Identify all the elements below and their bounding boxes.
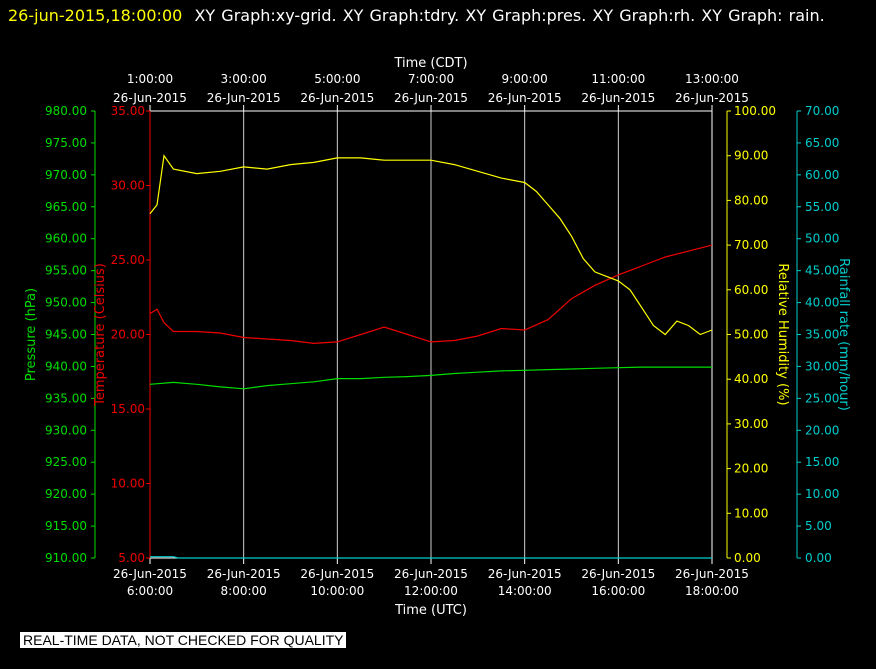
rain-tick-label: 15.00	[805, 455, 839, 469]
chart-axes: 26-Jun-2015 6:00:00 1:00:00 26-Jun-2015 26-J…	[24, 72, 851, 598]
rain-tick-label: 0.00	[805, 551, 832, 565]
top-tick-date: 26-Jun-2015	[113, 91, 187, 105]
top-tick-time: 11:00:00	[591, 72, 645, 86]
top-tick-time: 7:00:00	[408, 72, 454, 86]
rain-tick-label: 50.00	[805, 232, 839, 246]
pres-tick-label: 930.00	[45, 423, 87, 437]
x-tick-date: 26-Jun-2015	[488, 567, 562, 581]
tdry-tick-label: 20.00	[111, 328, 145, 342]
rh-tick-label: 0.00	[734, 551, 761, 565]
pres-tick-label: 970.00	[45, 168, 87, 182]
tdry-tick-label: 30.00	[111, 179, 145, 193]
top-tick-date: 26-Jun-2015	[581, 91, 655, 105]
pres-tick-label: 960.00	[45, 232, 87, 246]
x-tick-time: 16:00:00	[591, 584, 645, 598]
rh-tick-label: 10.00	[734, 506, 768, 520]
rh-tick-label: 70.00	[734, 238, 768, 252]
top-tick-date: 26-Jun-2015	[207, 91, 281, 105]
rain-tick-label: 5.00	[805, 519, 832, 533]
tdry-tick-label: 25.00	[111, 253, 145, 267]
pres-tick-label: 940.00	[45, 359, 87, 373]
x-tick-date: 26-Jun-2015	[394, 567, 468, 581]
rain-tick-label: 30.00	[805, 359, 839, 373]
pres-tick-label: 910.00	[45, 551, 87, 565]
top-tick-date: 26-Jun-2015	[488, 91, 562, 105]
x-tick-date: 26-Jun-2015	[300, 567, 374, 581]
rain-tick-label: 20.00	[805, 423, 839, 437]
x-tick-time: 10:00:00	[310, 584, 364, 598]
x-tick-time: 6:00:00	[127, 584, 173, 598]
rh-tick-label: 80.00	[734, 193, 768, 207]
pres-tick-label: 955.00	[45, 264, 87, 278]
rain-tick-label: 65.00	[805, 136, 839, 150]
top-tick-time: 13:00:00	[685, 72, 739, 86]
x-tick-time: 14:00:00	[498, 584, 552, 598]
rh-tick-label: 60.00	[734, 283, 768, 297]
rh-tick-label: 50.00	[734, 328, 768, 342]
rain-tick-label: 45.00	[805, 264, 839, 278]
pres-tick-label: 935.00	[45, 391, 87, 405]
pres-tick-label: 915.00	[45, 519, 87, 533]
x-tick-date: 26-Jun-2015	[675, 567, 749, 581]
rain-tick-label: 35.00	[805, 328, 839, 342]
rain-tick-label: 70.00	[805, 104, 839, 118]
chart-grid	[243, 111, 619, 558]
pres-series-line	[149, 366, 712, 390]
x-tick-time: 18:00:00	[685, 584, 739, 598]
x-tick-date: 26-Jun-2015	[581, 567, 655, 581]
rain-tick-label: 60.00	[805, 168, 839, 182]
chart-series	[149, 154, 713, 559]
x-tick-date: 26-Jun-2015	[207, 567, 281, 581]
rain-tick-label: 10.00	[805, 487, 839, 501]
tdry-tick-label: 5.00	[118, 551, 145, 565]
tdry-tick-label: 10.00	[111, 477, 145, 491]
pres-tick-label: 980.00	[45, 104, 87, 118]
rh-axis-title: Relative Humidity (%)	[775, 263, 790, 405]
rain-tick-label: 25.00	[805, 391, 839, 405]
pres-tick-label: 965.00	[45, 200, 87, 214]
graph-list: XY Graph:xy-grid. XY Graph:tdry. XY Grap…	[194, 6, 825, 25]
pres-tick-label: 920.00	[45, 487, 87, 501]
rain-tick-label: 55.00	[805, 200, 839, 214]
timestamp: 26-jun-2015,18:00:00	[8, 6, 183, 25]
top-tick-date: 26-Jun-2015	[300, 91, 374, 105]
top-tick-time: 1:00:00	[127, 72, 173, 86]
quality-disclaimer: REAL-TIME DATA, NOT CHECKED FOR QUALITY	[20, 632, 347, 648]
tdry-axis-title: Temperature (Celsius)	[93, 263, 108, 407]
rain-series-line	[150, 556, 712, 559]
top-axis-title: Time (CDT)	[393, 56, 467, 71]
top-tick-date: 26-Jun-2015	[675, 91, 749, 105]
chart-header: 26-jun-2015,18:00:00 XY Graph:xy-grid. X…	[8, 2, 868, 30]
rain-axis-title: Rainfall rate (mm/hour)	[836, 258, 851, 411]
rh-tick-label: 90.00	[734, 149, 768, 163]
top-tick-date: 26-Jun-2015	[394, 91, 468, 105]
x-tick-time: 8:00:00	[221, 584, 267, 598]
rh-series-line	[149, 154, 713, 336]
top-tick-time: 5:00:00	[314, 72, 360, 86]
pres-tick-label: 945.00	[45, 328, 87, 342]
rain-tick-label: 40.00	[805, 296, 839, 310]
rh-tick-label: 100.00	[734, 104, 776, 118]
rh-tick-label: 20.00	[734, 462, 768, 476]
pres-tick-label: 925.00	[45, 455, 87, 469]
top-tick-time: 9:00:00	[502, 72, 548, 86]
top-tick-time: 3:00:00	[221, 72, 267, 86]
x-tick-time: 12:00:00	[404, 584, 458, 598]
pres-tick-label: 975.00	[45, 136, 87, 150]
tdry-tick-label: 15.00	[111, 402, 145, 416]
rh-tick-label: 40.00	[734, 372, 768, 386]
x-tick-date: 26-Jun-2015	[113, 567, 187, 581]
pres-tick-label: 950.00	[45, 296, 87, 310]
tdry-tick-label: 35.00	[111, 104, 145, 118]
rh-tick-label: 30.00	[734, 417, 768, 431]
bottom-axis-title: Time (UTC)	[394, 603, 467, 618]
pres-axis-title: Pressure (hPa)	[24, 288, 39, 381]
